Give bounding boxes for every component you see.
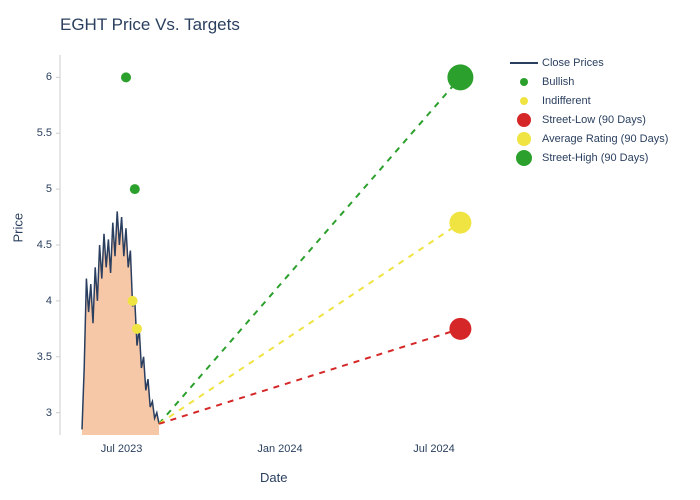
chart-plot-area: 33.544.555.56 Jul 2023Jan 2024Jul 2024 [60, 55, 500, 435]
x-axis-label: Date [260, 470, 287, 485]
legend-item: Indifferent [510, 93, 668, 109]
y-tick-label: 5.5 [22, 127, 52, 139]
legend-label: Close Prices [542, 57, 604, 69]
legend-item: Street-High (90 Days) [510, 150, 668, 166]
x-tick-label: Jul 2024 [413, 443, 455, 455]
x-tick-label: Jul 2023 [101, 443, 143, 455]
legend-label: Street-High (90 Days) [542, 152, 648, 164]
legend-label: Indifferent [542, 95, 591, 107]
y-tick-label: 3.5 [22, 351, 52, 363]
legend-label: Street-Low (90 Days) [542, 114, 646, 126]
chart-legend: Close Prices Bullish Indifferent Street-Low… [510, 55, 668, 169]
y-tick-label: 4 [22, 295, 52, 307]
chart-title: EGHT Price Vs. Targets [60, 15, 240, 35]
legend-item: Average Rating (90 Days) [510, 131, 668, 147]
x-tick-label: Jan 2024 [257, 443, 302, 455]
y-tick-label: 3 [22, 407, 52, 419]
legend-item: Street-Low (90 Days) [510, 112, 668, 128]
legend-label: Bullish [542, 76, 574, 88]
y-tick-label: 5 [22, 183, 52, 195]
legend-item: Close Prices [510, 55, 668, 71]
legend-label: Average Rating (90 Days) [542, 133, 668, 145]
y-tick-label: 4.5 [22, 239, 52, 251]
y-tick-label: 6 [22, 71, 52, 83]
legend-item: Bullish [510, 74, 668, 90]
